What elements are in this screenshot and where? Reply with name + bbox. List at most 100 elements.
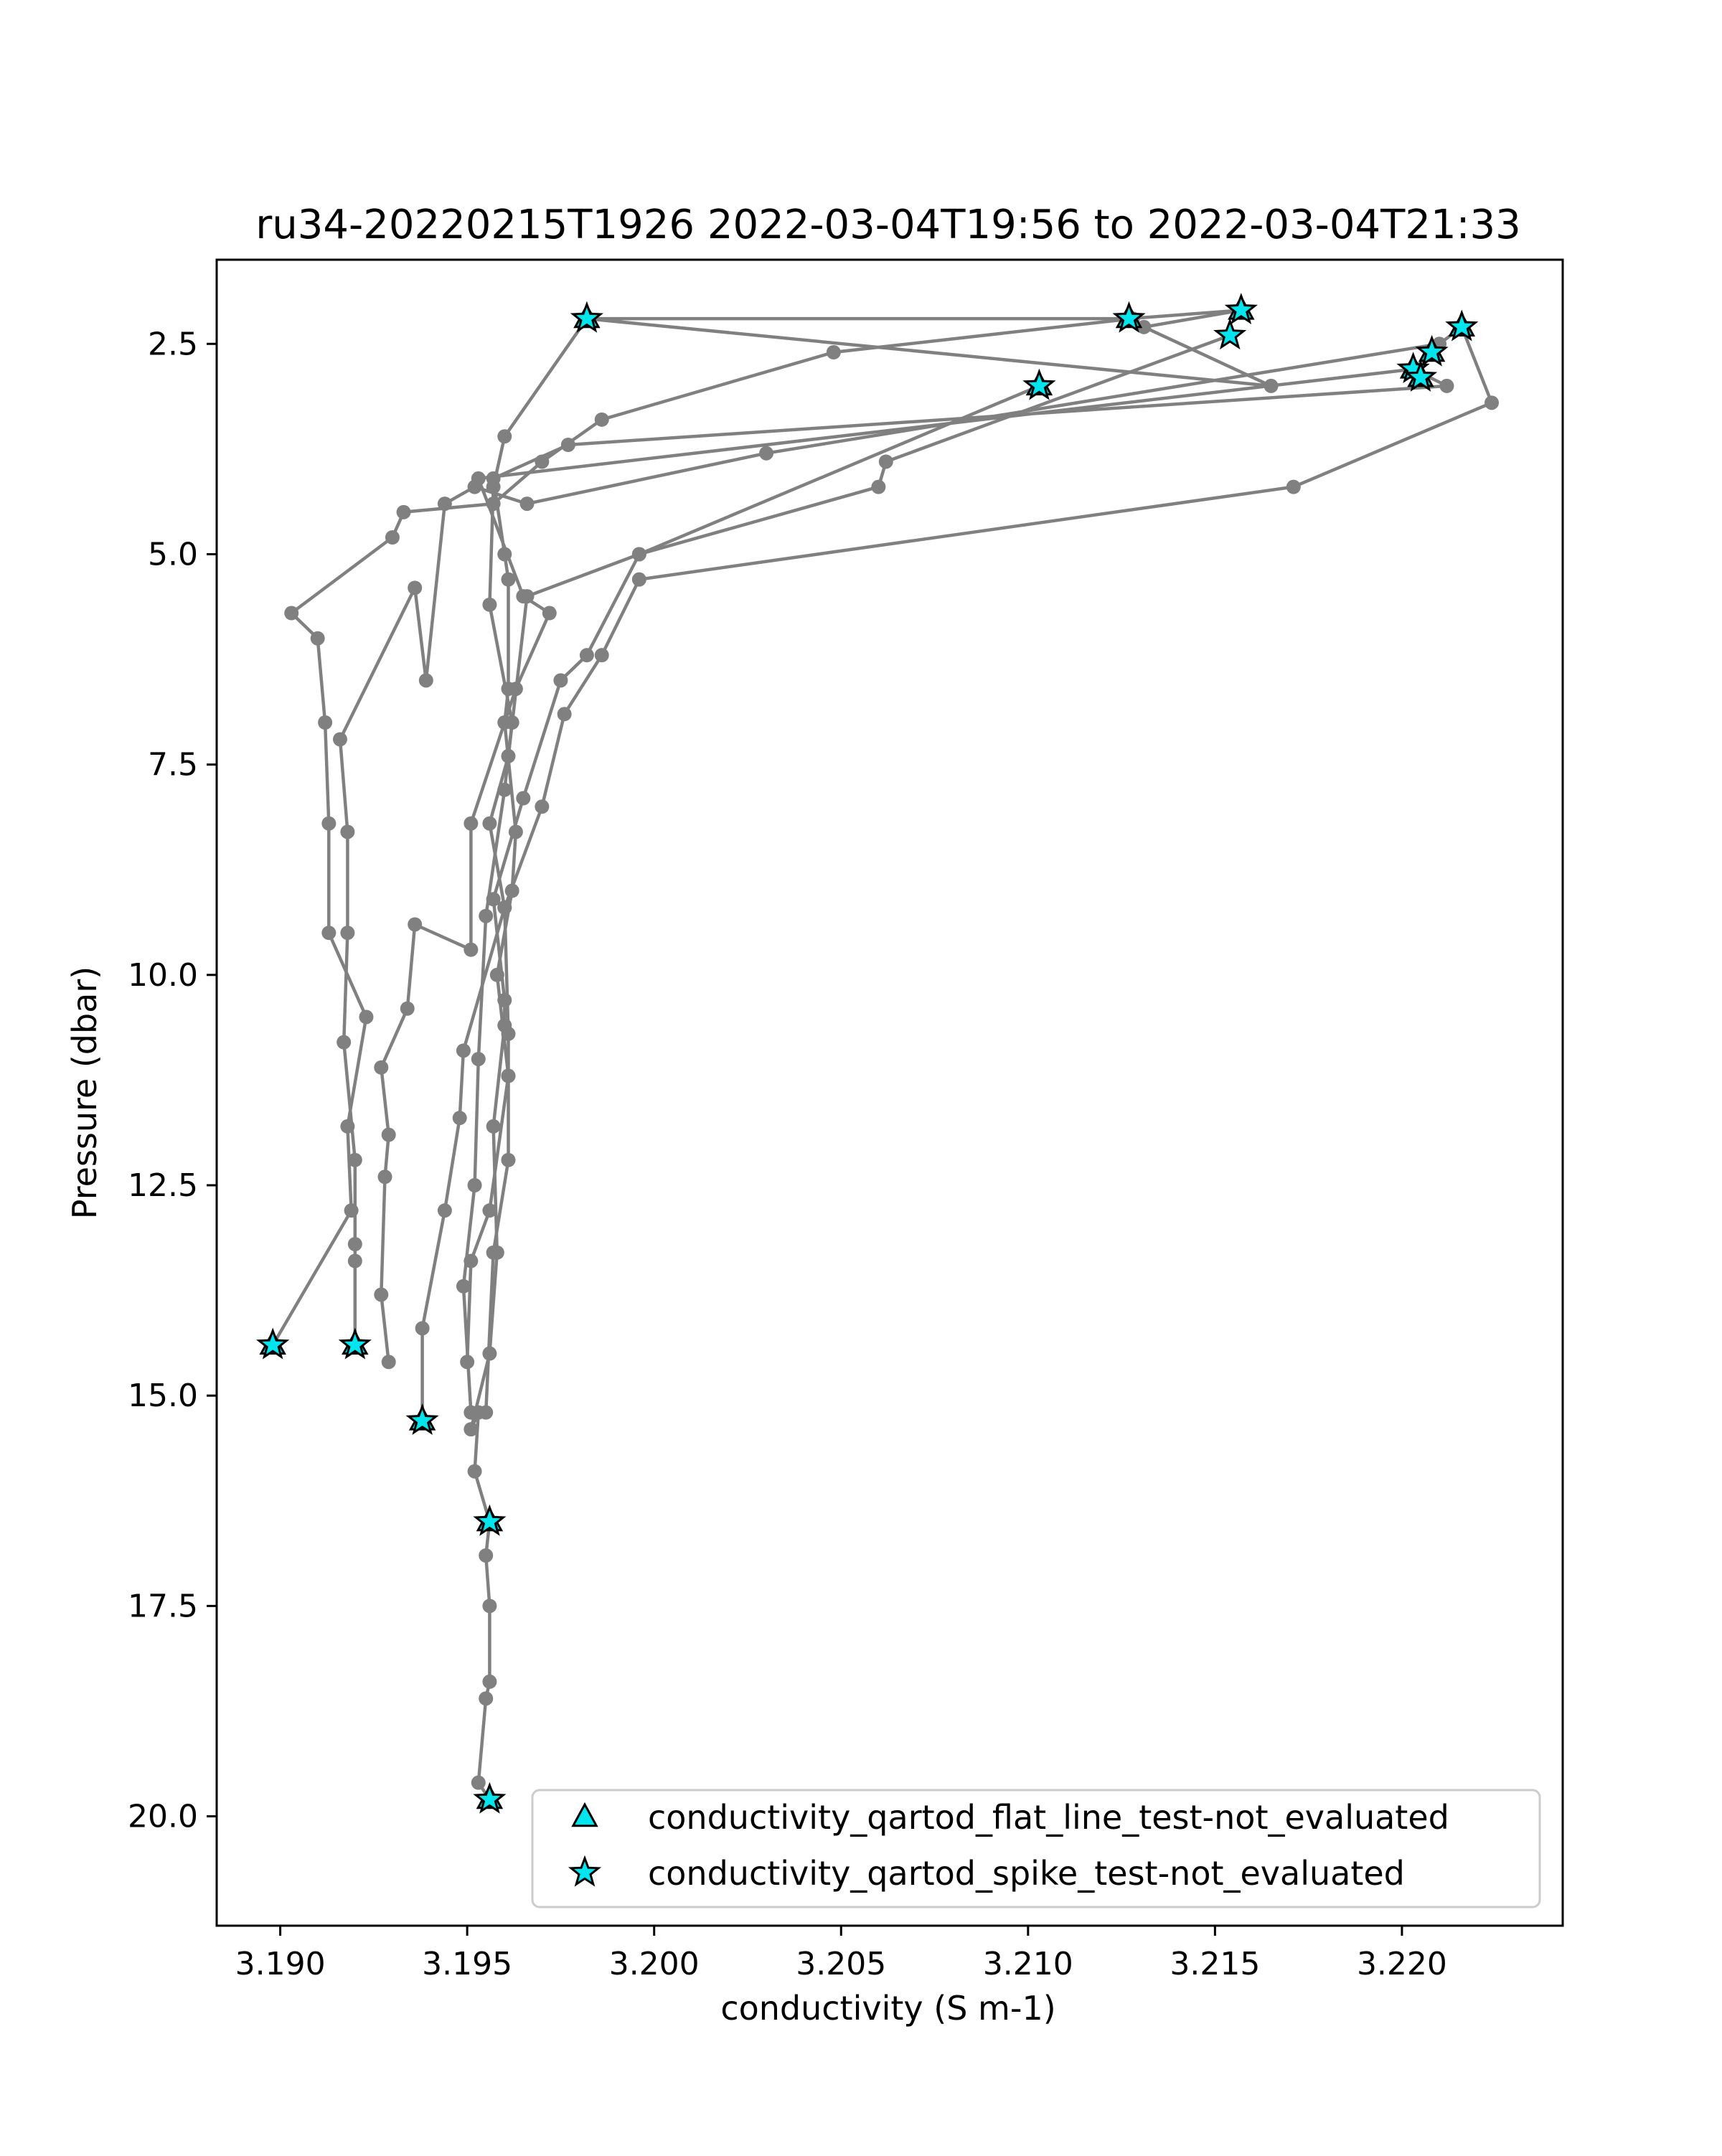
plot-area xyxy=(215,258,1564,1927)
x-tick-label: 3.205 xyxy=(796,1946,886,1982)
profile-point xyxy=(359,1009,374,1025)
profile-point xyxy=(501,572,516,587)
x-tick-label: 3.200 xyxy=(609,1946,700,1982)
x-tick-label: 3.215 xyxy=(1170,1946,1260,1982)
profile-point xyxy=(332,732,347,747)
profile-point xyxy=(452,1111,467,1126)
profile-point xyxy=(340,824,355,839)
legend-star-marker xyxy=(568,1855,602,1887)
profile-point xyxy=(464,942,479,957)
profile-point xyxy=(1264,378,1279,393)
qc-flag-markers xyxy=(256,293,1479,1814)
profile-point xyxy=(321,816,337,831)
spike-flag-marker xyxy=(256,1327,290,1360)
y-tick-label: 2.5 xyxy=(148,326,198,362)
profile-point xyxy=(482,1599,497,1614)
profile-point xyxy=(631,572,646,587)
legend-triangle-marker xyxy=(571,1802,598,1827)
y-axis-label: Pressure (dbar) xyxy=(65,966,104,1219)
profile-point xyxy=(340,926,355,941)
spike-flag-marker xyxy=(1415,334,1449,367)
profile-point xyxy=(408,917,423,932)
triangle-marker-icon xyxy=(571,1802,598,1827)
profile-point xyxy=(878,454,893,469)
profile-point xyxy=(497,782,512,797)
profile-point xyxy=(415,1321,430,1336)
profile-point xyxy=(482,1674,497,1689)
profile-point xyxy=(408,580,423,596)
y-tick-label: 10.0 xyxy=(128,957,198,994)
profile-point xyxy=(486,1245,501,1260)
profile-point xyxy=(471,471,486,486)
profile-point xyxy=(479,1405,494,1420)
profile-point xyxy=(471,1052,486,1067)
spike-flag-marker xyxy=(1445,309,1479,342)
profile-point xyxy=(321,926,337,941)
spike-flag-marker xyxy=(405,1403,439,1435)
x-tick-label: 3.210 xyxy=(983,1946,1073,1982)
star-marker-icon xyxy=(568,1855,602,1887)
profile-point xyxy=(337,1035,352,1050)
profile-point xyxy=(464,1405,479,1420)
profile-point xyxy=(516,791,531,806)
profile-point xyxy=(482,597,497,612)
spike-flag-marker xyxy=(1224,293,1258,324)
profile-point xyxy=(479,1691,494,1706)
profile-point xyxy=(374,1060,389,1075)
legend-entry-spike: conductivity_qartod_spike_test-not_evalu… xyxy=(648,1854,1405,1893)
y-axis-ticks: 2.5 5.0 7.5 10.0 12.5 15.0 17.5 20.0 xyxy=(128,326,217,1835)
y-tick-label: 15.0 xyxy=(128,1378,198,1414)
profile-point xyxy=(284,606,299,621)
spike-flag-marker xyxy=(1213,318,1247,350)
profile-point xyxy=(437,496,452,512)
profile-point xyxy=(396,504,411,519)
profile-point xyxy=(310,631,325,646)
profile-point xyxy=(374,1287,389,1302)
spike-flag-marker xyxy=(570,301,603,333)
legend-entry-flat-line: conductivity_qartod_flat_line_test-not_e… xyxy=(648,1798,1449,1837)
x-tick-label: 3.195 xyxy=(422,1946,512,1982)
profile-point xyxy=(759,446,774,461)
profile-point xyxy=(479,1548,494,1563)
profile-line-4 xyxy=(338,325,1494,1413)
profile-point xyxy=(456,1279,471,1294)
profile-point xyxy=(631,547,646,562)
x-axis-label: conductivity (S m-1) xyxy=(720,1989,1055,2028)
profile-point xyxy=(557,707,572,722)
profile-point xyxy=(519,496,535,512)
profile-point xyxy=(501,1152,516,1167)
profile-point xyxy=(1137,319,1152,334)
profile-point xyxy=(486,479,501,494)
spike-flag-marker xyxy=(473,1504,507,1536)
profile-point xyxy=(871,479,886,494)
spike-flag-marker xyxy=(473,1781,507,1814)
y-tick-label: 12.5 xyxy=(128,1167,198,1204)
profile-point xyxy=(479,908,494,923)
x-axis-ticks: 3.190 3.195 3.200 3.205 3.210 3.215 3.220 xyxy=(235,1926,1447,1982)
x-tick-label: 3.190 xyxy=(235,1946,326,1982)
profile-point xyxy=(464,1422,479,1437)
profile-point xyxy=(594,648,609,663)
profile-point xyxy=(318,715,333,730)
spike-flag-marker xyxy=(1403,359,1438,392)
y-tick-label: 7.5 xyxy=(148,747,198,783)
profile-point xyxy=(508,824,523,839)
profile-point xyxy=(542,606,557,621)
profile-point xyxy=(497,547,512,562)
profile-point xyxy=(1439,378,1454,393)
profile-point xyxy=(826,345,841,359)
profile-point xyxy=(467,1464,482,1479)
profile-point xyxy=(516,589,531,604)
profile-point xyxy=(400,1001,415,1016)
profile-point xyxy=(347,1237,362,1252)
spike-flag-marker xyxy=(1112,301,1146,333)
profile-point xyxy=(347,1152,362,1167)
x-tick-label: 3.220 xyxy=(1357,1946,1447,1982)
profile-point xyxy=(504,883,519,898)
profile-point xyxy=(1286,479,1301,494)
profile-point xyxy=(501,1068,516,1083)
profile-point xyxy=(437,1203,452,1218)
y-tick-label: 20.0 xyxy=(128,1799,198,1835)
profile-point xyxy=(486,1119,501,1134)
